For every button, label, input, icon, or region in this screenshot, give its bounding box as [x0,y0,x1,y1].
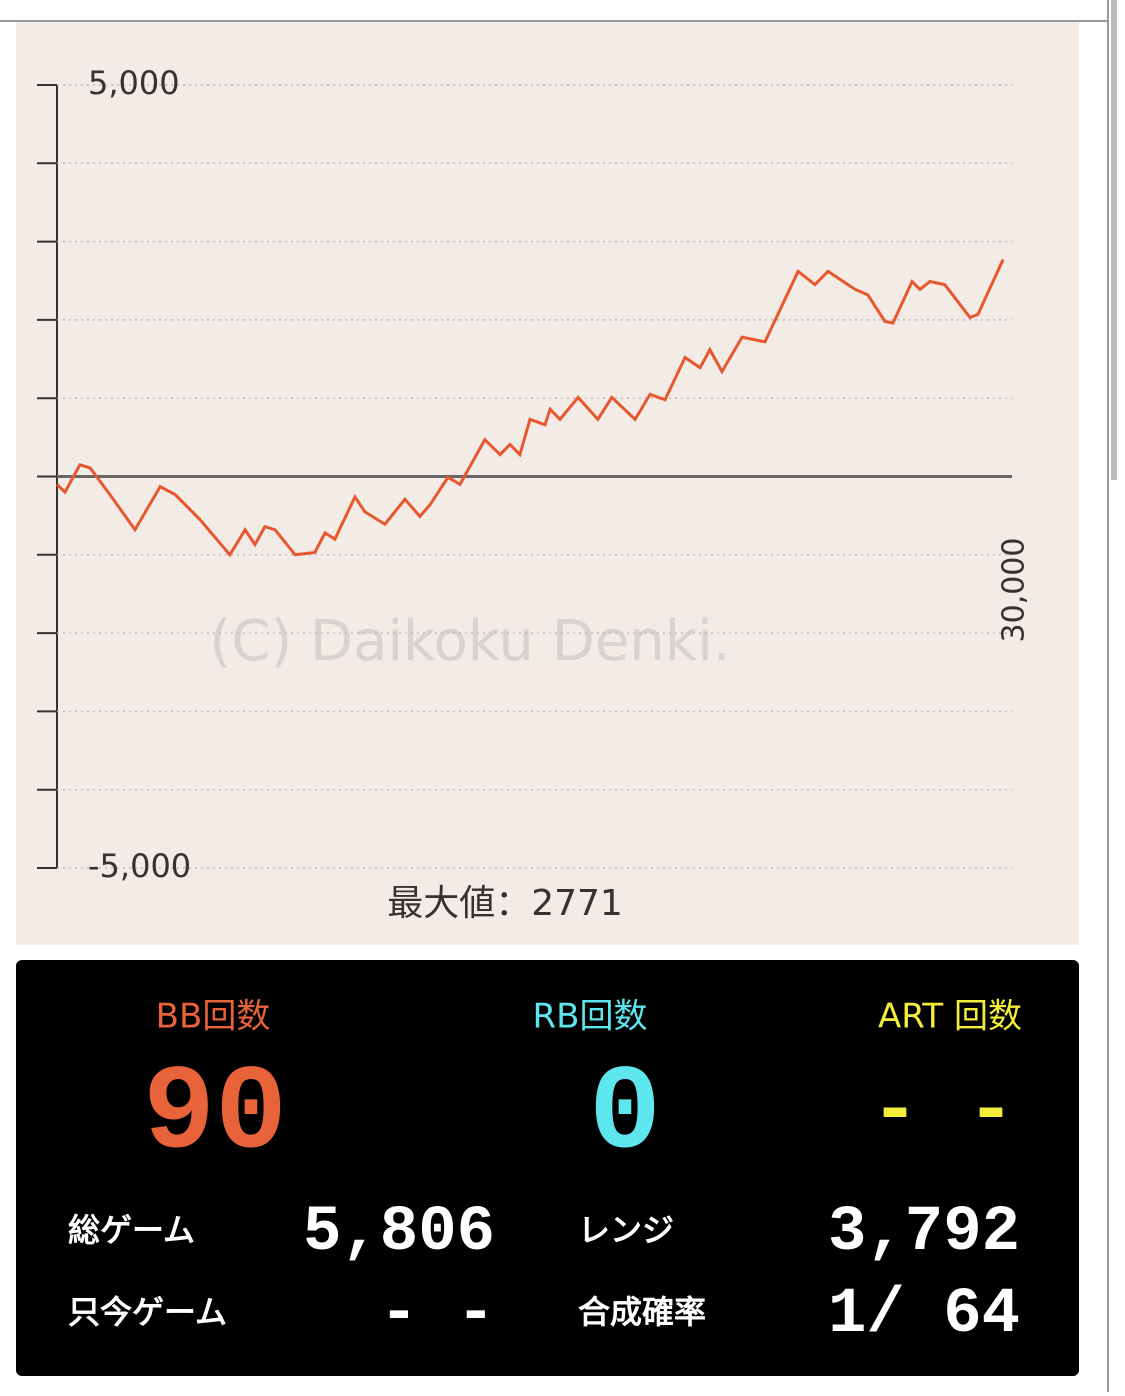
y-tick-label: 5,000 [88,64,180,102]
stat-value: 3,792 [828,1197,1020,1269]
stat-label: レンジ [578,1211,674,1249]
chart-bg [16,22,1079,945]
stat-value: 1/ 64 [828,1279,1020,1351]
plot: -5,000 5,000 30,000 [37,64,1032,885]
stat-value: - - [380,1279,495,1351]
rb-value: 0 [589,1048,661,1184]
watermark: (C) Daikoku Denki. [209,609,730,674]
stat-label: 合成確率 [578,1293,706,1331]
bb-value: 90 [143,1048,287,1184]
stats-rows: 総ゲーム 5,806 レンジ 3,792 只今ゲーム - - 合成確率 1/ 64 [68,1197,1020,1351]
art-label: ART 回数 [878,997,1022,1037]
rb-label: RB回数 [533,997,648,1037]
max-label: 最大値：2771 [387,883,623,924]
bb-label: BB回数 [156,997,271,1037]
panel [16,960,1079,1376]
stat-label: 総ゲーム [68,1211,195,1249]
y-tick-label: -5,000 [88,847,191,885]
data-line [55,258,1005,558]
art-value: - - [871,1067,1015,1158]
stat-label: 只今ゲーム [68,1293,227,1331]
stat-value: 5,806 [303,1197,495,1269]
x-tick-label: 30,000 [997,538,1032,643]
